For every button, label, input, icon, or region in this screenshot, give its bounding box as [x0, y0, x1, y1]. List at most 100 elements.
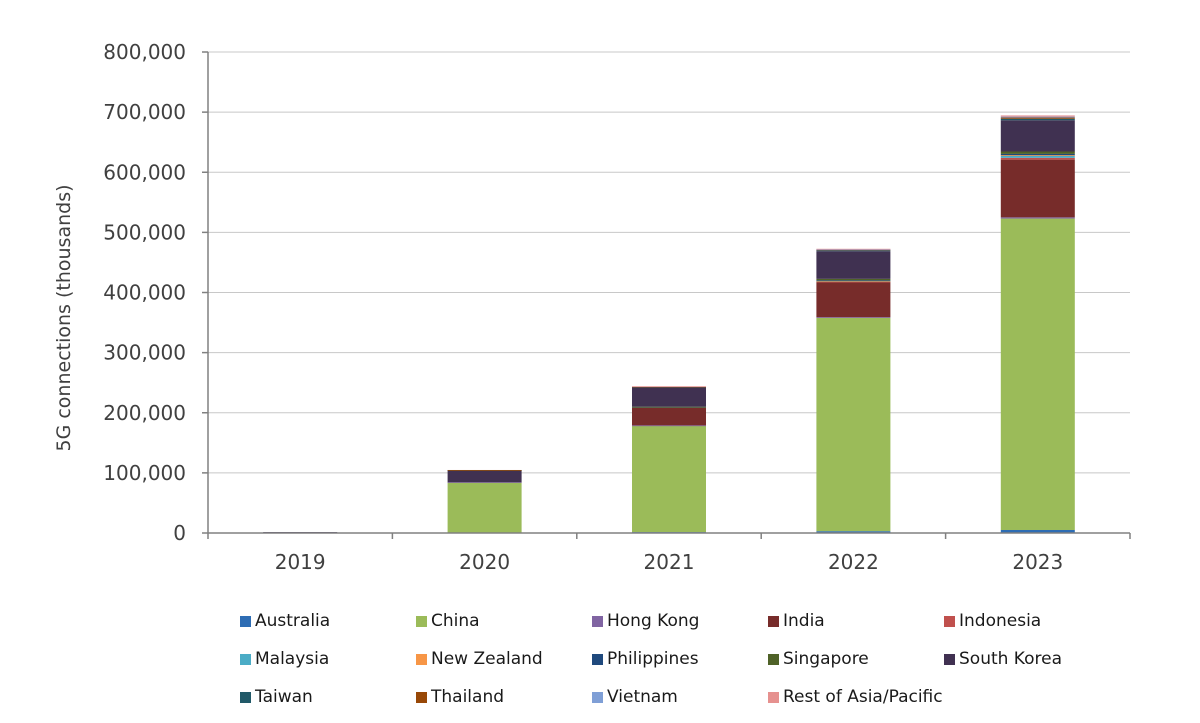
stacked-bar-chart: 0 100,000 200,000 300,000 400,000 500,000 600,… [53, 40, 1131, 574]
legend-label: South Korea [959, 649, 1063, 669]
bar-segment [632, 425, 706, 533]
legend-item: South Korea [944, 646, 1140, 672]
legend-label: Indonesia [959, 611, 1042, 631]
x-tick-label: 2022 [828, 550, 879, 574]
x-tick-label: 2021 [644, 550, 695, 574]
bar-segment [816, 280, 891, 282]
legend-label: India [783, 611, 825, 631]
bar-segment [1000, 217, 1075, 219]
legend-label: New Zealand [431, 649, 543, 669]
legend-swatch [768, 691, 779, 703]
y-tick-label: 200,000 [103, 401, 186, 425]
y-tick-label: 0 [173, 521, 186, 545]
bar-segment [447, 482, 522, 533]
legend-swatch [592, 691, 603, 703]
bar-segment [816, 250, 891, 252]
legend-item: Rest of Asia/Pacific [768, 684, 944, 710]
x-tick-label: 2019 [275, 550, 326, 574]
legend-label: Taiwan [255, 687, 313, 707]
y-tick-label: 300,000 [103, 341, 186, 365]
y-tick-label: 100,000 [103, 461, 186, 485]
y-tick-label: 600,000 [103, 160, 186, 184]
bar-segment [816, 317, 891, 318]
bar-segment [1000, 151, 1075, 154]
legend-item: Australia [240, 608, 416, 634]
bar-segment [816, 282, 891, 318]
legend-swatch [944, 615, 955, 627]
bar-segment [447, 469, 522, 471]
legend-swatch [240, 653, 251, 665]
axes [202, 51, 1131, 539]
legend-label: Hong Kong [607, 611, 700, 631]
legend-item: India [768, 608, 944, 634]
legend-swatch [416, 615, 427, 627]
x-tick-label: 2020 [459, 550, 510, 574]
bar-segment [1000, 120, 1075, 152]
bar-segment [1000, 529, 1075, 533]
y-axis-title: 5G connections (thousands) [53, 184, 75, 451]
gridlines [208, 51, 1130, 474]
legend-swatch [592, 615, 603, 627]
x-tick-label: 2023 [1012, 550, 1063, 574]
legend-swatch [944, 653, 955, 665]
bar-segment [816, 531, 891, 533]
bar-segment [816, 251, 891, 279]
y-tick-label: 400,000 [103, 281, 186, 305]
legend-label: Rest of Asia/Pacific [783, 687, 943, 707]
bar-segment [447, 482, 522, 483]
bar-segment [1000, 117, 1075, 119]
bar-segment [816, 248, 891, 250]
bar-segment [632, 406, 706, 408]
bar-segment [447, 470, 522, 483]
bar-segment [816, 281, 891, 283]
legend-item: Thailand [416, 684, 592, 710]
y-tick-label: 800,000 [103, 40, 186, 64]
legend-swatch [416, 653, 427, 665]
bar-segment [1000, 218, 1075, 530]
bar-segment [1000, 153, 1075, 156]
legend-swatch [592, 653, 603, 665]
legend-label: Australia [255, 611, 331, 631]
legend: Australia China Hong Kong India Indonesia Mal… [240, 608, 1140, 710]
bar-segment [1000, 155, 1075, 158]
bar-segment [816, 278, 891, 281]
bar-segment [1000, 159, 1075, 218]
legend-label: Malaysia [255, 649, 330, 669]
y-tick-label: 500,000 [103, 220, 186, 244]
legend-label: Philippines [607, 649, 699, 669]
legend-swatch [416, 691, 427, 703]
bar-segment [632, 425, 706, 427]
x-tick-labels: 2019 2020 2021 2022 2023 [275, 550, 1064, 574]
bar-segment [632, 387, 706, 407]
bar-segment [1000, 155, 1075, 156]
bar-segment [1000, 115, 1075, 117]
bar-segment [816, 280, 891, 282]
legend-label: Vietnam [607, 687, 678, 707]
legend-item: Malaysia [240, 646, 416, 672]
legend-swatch [240, 615, 251, 627]
bar-segment [816, 317, 891, 532]
bar-segment [632, 407, 706, 426]
legend-swatch [768, 653, 779, 665]
legend-item: China [416, 608, 592, 634]
bar-stacks [263, 115, 1075, 534]
legend-item: Philippines [592, 646, 768, 672]
legend-label: Singapore [783, 649, 869, 669]
legend-label: China [431, 611, 480, 631]
y-tick-label: 700,000 [103, 100, 186, 124]
legend-item: Taiwan [240, 684, 416, 710]
legend-swatch [240, 691, 251, 703]
bar-segment [1000, 116, 1075, 118]
legend-item: New Zealand [416, 646, 592, 672]
legend-item: Vietnam [592, 684, 768, 710]
bar-segment [632, 386, 706, 388]
bar-segment [1000, 118, 1075, 121]
legend-item: Indonesia [944, 608, 1140, 634]
bar-segment [816, 249, 891, 251]
legend-item: Singapore [768, 646, 944, 672]
legend-swatch [768, 615, 779, 627]
bar-segment [1000, 157, 1075, 160]
legend-label: Thailand [431, 687, 505, 707]
y-tick-labels: 0 100,000 200,000 300,000 400,000 500,000 600,… [103, 40, 186, 545]
